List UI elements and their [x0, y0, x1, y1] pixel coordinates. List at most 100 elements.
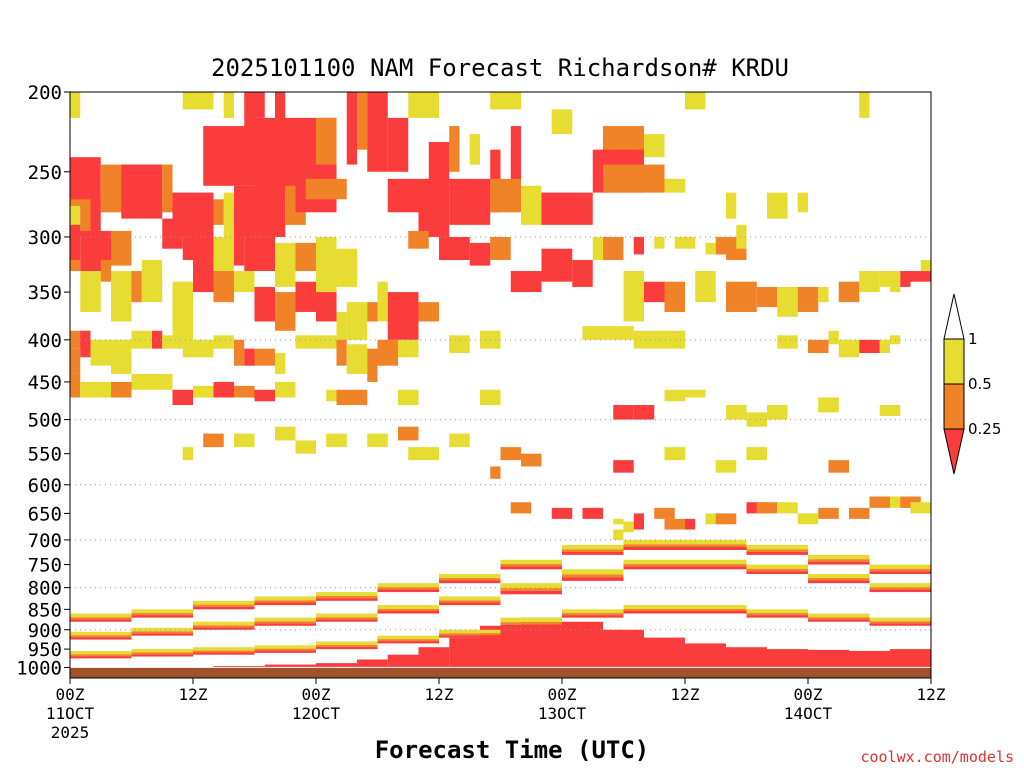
ri-cell: [869, 587, 931, 590]
ri-cell: [152, 373, 173, 390]
ri-cell: [316, 644, 378, 647]
ri-cell: [879, 339, 890, 353]
ri-cell: [869, 621, 931, 624]
ri-cell: [316, 613, 378, 618]
ri-cell: [654, 236, 665, 249]
ri-cell: [480, 389, 501, 406]
ri-cell: [849, 507, 870, 519]
y-tick-label: 200: [28, 82, 62, 104]
ri-cell: [623, 546, 685, 550]
ri-cell: [808, 617, 870, 620]
y-tick-label: 400: [28, 330, 62, 352]
ri-cell: [193, 230, 214, 261]
ri-cell: [90, 339, 111, 366]
ri-cell: [705, 242, 716, 255]
ri-cell: [510, 502, 532, 514]
x-tick-date: 14OCT: [784, 704, 833, 723]
ri-cell: [193, 652, 255, 655]
ri-cell: [746, 609, 808, 614]
ri-cell: [736, 224, 747, 249]
x-tick-date: 11OCT: [46, 704, 95, 723]
ri-cell: [869, 568, 931, 572]
ri-cell: [152, 330, 163, 349]
ri-cell: [797, 513, 819, 525]
ri-cell: [193, 606, 255, 610]
ri-cell: [275, 242, 296, 287]
ri-cell: [70, 637, 132, 640]
ri-cell: [685, 539, 747, 545]
ri-cell: [439, 600, 501, 603]
ri-cell: [70, 613, 132, 618]
ri-cell: [316, 598, 378, 601]
ri-cell: [203, 126, 255, 186]
ri-cell: [70, 260, 81, 272]
ri-cell: [910, 502, 931, 514]
ri-cell: [316, 619, 378, 622]
ri-cell: [254, 645, 316, 649]
ri-cell: [797, 192, 808, 213]
ri-cell: [623, 605, 685, 609]
ri-cell: [726, 281, 757, 312]
ri-cell: [254, 602, 316, 606]
ri-cell: [254, 389, 275, 402]
ri-cell: [234, 185, 286, 237]
ri-cell: [398, 389, 419, 406]
ri-cell: [254, 600, 316, 603]
ri-cell: [398, 339, 419, 358]
ri-cell: [644, 281, 665, 303]
ri-cell: [131, 633, 193, 636]
ri-cell: [326, 433, 347, 448]
ri-cell: [439, 629, 501, 634]
ri-cell: [613, 518, 624, 525]
ri-cell: [70, 205, 81, 231]
ri-cell: [295, 335, 327, 349]
ri-cell: [131, 652, 193, 655]
ri-cell: [818, 507, 839, 519]
ri-cell: [859, 92, 870, 118]
ri-cell: [111, 271, 132, 322]
ri-cell: [131, 373, 152, 390]
ri-cell: [377, 610, 439, 614]
ri-cell: [685, 566, 747, 570]
ri-cell: [367, 433, 388, 448]
ri-cell: [70, 635, 132, 638]
ri-cell: [838, 281, 860, 303]
ri-cell: [500, 583, 562, 589]
chart-title: 2025101100 NAM Forecast Richardson# KRDU: [211, 54, 789, 82]
ri-cell: [254, 623, 316, 626]
ground-fill: [70, 667, 931, 678]
ri-cell: [500, 622, 562, 625]
ri-cell: [685, 92, 706, 110]
ri-cell: [305, 178, 347, 200]
ri-cell: [418, 302, 439, 322]
ri-cell: [254, 596, 316, 601]
ri-cell: [70, 157, 101, 206]
ri-cell: [234, 230, 245, 266]
ri-cell: [623, 564, 685, 567]
ri-cell: [592, 236, 603, 261]
ri-cell: [172, 281, 193, 340]
ri-cell: [685, 605, 747, 609]
ri-cell: [193, 627, 255, 630]
y-tick-label: 600: [28, 475, 62, 497]
ri-cell: [562, 574, 624, 578]
ri-cell: [910, 271, 931, 282]
ri-cell: [213, 271, 234, 303]
ri-cell: [633, 405, 655, 420]
ri-cell: [777, 286, 798, 317]
ri-cell: [715, 460, 737, 473]
ri-cell: [193, 650, 255, 653]
ri-cell: [316, 641, 378, 645]
ri-cell: [500, 447, 521, 461]
ri-cell: [357, 92, 368, 150]
ri-cell: [346, 344, 368, 374]
ri-cell: [223, 92, 234, 118]
y-tick-label: 300: [28, 227, 62, 249]
x-tick-label: 12Z: [425, 685, 454, 704]
ri-cell: [562, 551, 624, 555]
ri-cell: [808, 561, 870, 565]
ri-cell: [377, 281, 388, 322]
ri-cell: [469, 242, 491, 266]
ri-cell: [367, 92, 388, 172]
